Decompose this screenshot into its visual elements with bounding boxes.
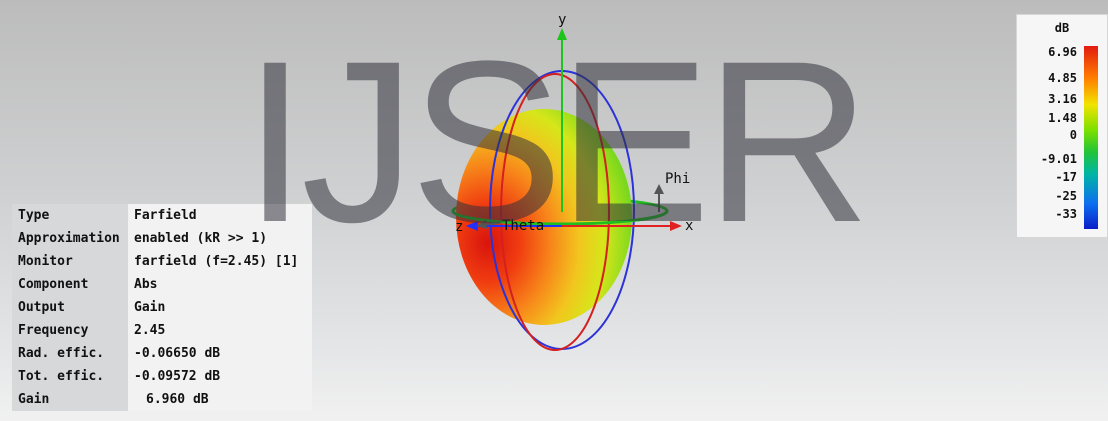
legend-tick: -9.01 [1040, 152, 1077, 166]
phi-arrow-head [654, 184, 664, 194]
phi-ring-front [451, 210, 669, 226]
table-row: Output Gain [12, 296, 312, 319]
z-axis-arrow [466, 221, 478, 231]
info-key: Type [12, 204, 128, 227]
legend-tick: 4.85 [1048, 71, 1077, 85]
legend-unit-label: dB [1054, 21, 1070, 35]
x-axis-label: x [685, 218, 693, 234]
info-key: Monitor [12, 250, 128, 273]
color-scale-legend: dB 6.96 4.85 3.16 1.48 0 -9.01 -17 -25 -… [1016, 14, 1108, 238]
y-axis-arrow [557, 28, 567, 40]
legend-tick: 0 [1069, 128, 1077, 142]
table-row: Type Farfield [12, 204, 312, 227]
info-value: 6.960 dB [128, 388, 312, 411]
theta-label: Theta [502, 218, 544, 234]
info-value: Abs [128, 273, 312, 296]
legend-tick: 1.48 [1048, 111, 1077, 125]
info-key: Rad. effic. [12, 342, 128, 365]
info-key: Output [12, 296, 128, 319]
y-axis-label: y [558, 12, 566, 28]
info-value: 2.45 [128, 319, 312, 342]
radiation-pattern-surface[interactable] [456, 109, 632, 325]
table-row: Monitor farfield (f=2.45) [1] [12, 250, 312, 273]
legend-tick: -33 [1055, 207, 1077, 221]
x-axis-arrow [670, 221, 682, 231]
info-key: Component [12, 273, 128, 296]
legend-color-bar [1084, 46, 1098, 229]
table-row: Tot. effic. -0.09572 dB [12, 365, 312, 388]
info-value: -0.09572 dB [128, 365, 312, 388]
legend-tick: -25 [1055, 189, 1077, 203]
info-key: Approximation [12, 227, 128, 250]
legend-tick: 3.16 [1048, 92, 1077, 106]
phi-label: Phi [665, 171, 690, 187]
red-meridian-ring [500, 73, 610, 351]
theta-arrow-head [476, 220, 487, 229]
table-row: Frequency 2.45 [12, 319, 312, 342]
table-row: Gain 6.960 dB [12, 388, 312, 411]
info-key: Frequency [12, 319, 128, 342]
z-axis-label: z [455, 219, 463, 235]
info-value: farfield (f=2.45) [1] [128, 250, 312, 273]
table-row: Component Abs [12, 273, 312, 296]
info-key: Tot. effic. [12, 365, 128, 388]
info-value: -0.06650 dB [128, 342, 312, 365]
legend-tick: 6.96 [1048, 45, 1077, 59]
info-value: Gain [128, 296, 312, 319]
farfield-info-table: Type Farfield Approximation enabled (kR >>… [12, 204, 312, 411]
info-key: Gain [12, 388, 128, 411]
table-row: Rad. effic. -0.06650 dB [12, 342, 312, 365]
info-value: enabled (kR >> 1) [128, 227, 312, 250]
info-value: Farfield [128, 204, 312, 227]
legend-tick: -17 [1055, 170, 1077, 184]
table-row: Approximation enabled (kR >> 1) [12, 227, 312, 250]
